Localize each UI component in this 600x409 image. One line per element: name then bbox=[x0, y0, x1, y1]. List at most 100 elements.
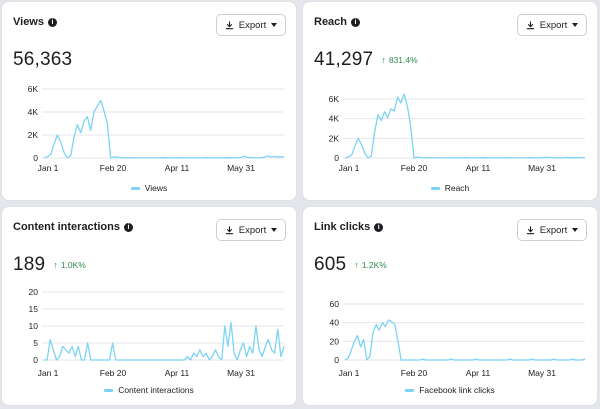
export-button[interactable]: Export bbox=[517, 14, 587, 36]
export-label: Export bbox=[238, 224, 267, 236]
metric: 41,297 ↑ 831.4% bbox=[314, 49, 418, 71]
export-button[interactable]: Export bbox=[517, 219, 587, 241]
metric-change: ↑ 1.2K% bbox=[354, 260, 387, 270]
x-tick-label: Apr 11 bbox=[466, 368, 491, 378]
y-tick-label: 0 bbox=[33, 355, 38, 365]
x-tick-label: Feb 20 bbox=[401, 368, 428, 378]
legend-label: Reach bbox=[444, 183, 470, 193]
export-label: Export bbox=[539, 19, 568, 31]
x-tick-label: May 31 bbox=[227, 368, 255, 378]
legend-label: Facebook link clicks bbox=[419, 385, 495, 395]
y-tick-label: 0 bbox=[334, 355, 339, 365]
link-clicks-card: Link clicks i Export 605 ↑ 1.2K% 0 20 40 60… bbox=[302, 206, 598, 406]
card-header: Link clicks i bbox=[314, 221, 384, 233]
x-tick-label: Apr 11 bbox=[165, 368, 190, 378]
views-chart: 0 2K 4K 6K Jan 1 Feb 20 Apr 11 May 31 bbox=[28, 84, 285, 173]
x-tick-label: May 31 bbox=[227, 163, 255, 173]
legend-label: Content interactions bbox=[118, 385, 194, 395]
metric-change-value: 1.0K% bbox=[60, 260, 86, 270]
y-tick-label: 20 bbox=[29, 287, 39, 297]
x-tick-label: May 31 bbox=[528, 368, 556, 378]
y-tick-label: 15 bbox=[29, 304, 39, 314]
reach-card: Reach i Export 41,297 ↑ 831.4% 0 2K 4K 6K Ja… bbox=[302, 1, 598, 201]
legend-swatch bbox=[405, 388, 415, 392]
card-header: Views i bbox=[13, 16, 57, 28]
x-tick-label: Feb 20 bbox=[100, 163, 127, 173]
x-tick-label: Jan 1 bbox=[339, 163, 360, 173]
legend-swatch bbox=[130, 186, 140, 190]
metric-change-value: 831.4% bbox=[388, 55, 418, 65]
info-icon[interactable]: i bbox=[48, 17, 57, 27]
y-tick-label: 60 bbox=[330, 299, 340, 309]
card-header: Content interactions i bbox=[13, 221, 133, 233]
legend-swatch bbox=[430, 186, 440, 190]
card-title: Content interactions bbox=[13, 221, 120, 233]
export-button[interactable]: Export bbox=[216, 14, 286, 36]
y-tick-label: 6K bbox=[329, 94, 340, 104]
export-button[interactable]: Export bbox=[216, 219, 286, 241]
metric-value: 56,363 bbox=[13, 49, 73, 70]
caret-down-icon bbox=[271, 23, 278, 27]
card-title: Reach bbox=[314, 16, 348, 28]
content-interactions-card: Content interactions i Export 189 ↑ 1.0K… bbox=[1, 206, 297, 406]
y-tick-label: 4K bbox=[329, 114, 340, 124]
series-line bbox=[44, 321, 285, 361]
metric-change: ↑ 1.0K% bbox=[53, 260, 86, 270]
arrow-up-icon: ↑ bbox=[381, 55, 386, 65]
legend-label: Views bbox=[144, 183, 168, 193]
arrow-up-icon: ↑ bbox=[53, 260, 58, 270]
chart-legend: Content interactions bbox=[2, 385, 296, 395]
y-tick-label: 2K bbox=[28, 130, 39, 140]
download-icon bbox=[225, 20, 233, 29]
x-tick-label: Apr 11 bbox=[165, 163, 190, 173]
x-tick-label: Apr 11 bbox=[466, 163, 491, 173]
metric-change: ↑ 831.4% bbox=[381, 55, 417, 65]
caret-down-icon bbox=[572, 228, 579, 232]
card-title: Link clicks bbox=[314, 221, 371, 233]
caret-down-icon bbox=[572, 23, 579, 27]
reach-chart: 0 2K 4K 6K Jan 1 Feb 20 Apr 11 May 31 bbox=[329, 93, 586, 173]
card-header: Reach i bbox=[314, 16, 361, 28]
arrow-up-icon: ↑ bbox=[354, 260, 359, 270]
series-line bbox=[344, 319, 586, 361]
x-tick-label: Feb 20 bbox=[100, 368, 127, 378]
download-icon bbox=[225, 225, 233, 234]
y-tick-label: 6K bbox=[28, 84, 39, 94]
info-icon[interactable]: i bbox=[374, 222, 384, 232]
download-icon bbox=[526, 225, 534, 234]
x-tick-label: Jan 1 bbox=[339, 368, 360, 378]
y-tick-label: 20 bbox=[330, 336, 340, 346]
export-label: Export bbox=[238, 19, 267, 31]
chart-legend: Facebook link clicks bbox=[303, 385, 597, 395]
metric: 56,363 bbox=[13, 49, 72, 71]
y-tick-label: 40 bbox=[330, 318, 340, 328]
y-tick-label: 2K bbox=[329, 133, 340, 143]
info-icon[interactable]: i bbox=[123, 222, 133, 232]
metric-change-value: 1.2K% bbox=[361, 260, 387, 270]
x-tick-label: Jan 1 bbox=[38, 368, 59, 378]
export-label: Export bbox=[539, 224, 568, 236]
y-tick-label: 10 bbox=[29, 321, 39, 331]
y-tick-label: 0 bbox=[33, 153, 38, 163]
metric-value: 41,297 bbox=[314, 49, 374, 70]
download-icon bbox=[526, 20, 534, 29]
caret-down-icon bbox=[271, 228, 278, 232]
card-title: Views bbox=[13, 16, 44, 28]
y-tick-label: 0 bbox=[334, 153, 339, 163]
link-clicks-chart: 0 20 40 60 Jan 1 Feb 20 Apr 11 May 31 bbox=[330, 299, 586, 378]
chart-legend: Views bbox=[2, 183, 296, 193]
metric: 605 ↑ 1.2K% bbox=[314, 254, 387, 276]
metric-value: 189 bbox=[13, 254, 46, 275]
x-tick-label: Feb 20 bbox=[401, 163, 428, 173]
content-interactions-chart: 0 5 10 15 20 Jan 1 Feb 20 Apr 11 May 31 bbox=[29, 287, 285, 378]
legend-swatch bbox=[104, 388, 114, 392]
views-card: Views i Export 56,363 0 2K 4K 6K Jan 1 Feb 20… bbox=[1, 1, 297, 201]
chart-legend: Reach bbox=[303, 183, 597, 193]
y-tick-label: 5 bbox=[33, 338, 38, 348]
info-icon[interactable]: i bbox=[351, 17, 361, 27]
metric-value: 605 bbox=[314, 254, 347, 275]
metric: 189 ↑ 1.0K% bbox=[13, 254, 86, 276]
series-line bbox=[344, 93, 586, 159]
y-tick-label: 4K bbox=[28, 107, 39, 117]
series-line bbox=[43, 99, 285, 159]
